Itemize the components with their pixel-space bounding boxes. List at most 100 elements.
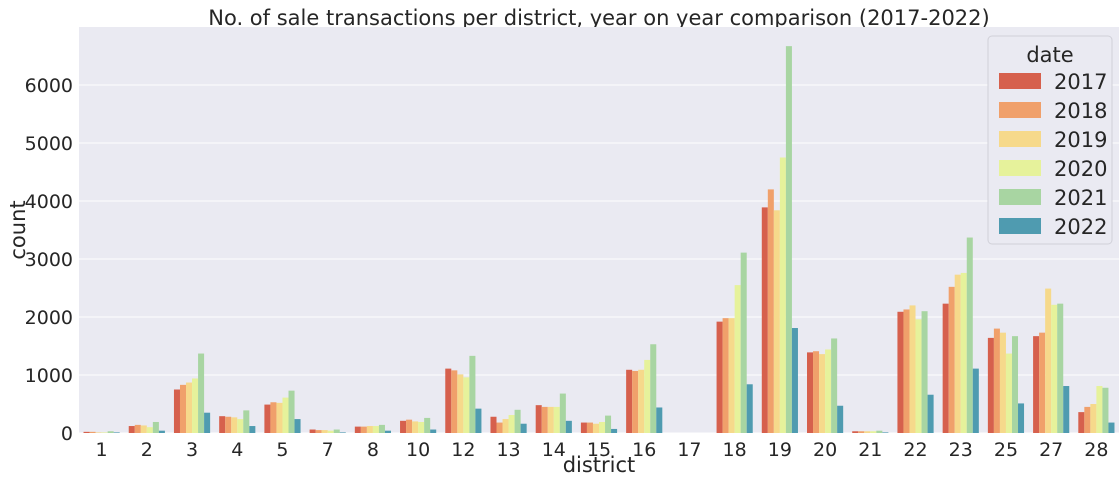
x-tick-label: 25	[994, 439, 1018, 461]
bar-2017-district-22	[897, 311, 904, 433]
bar-2019-district-12	[457, 374, 464, 433]
bar-2020-district-21	[870, 431, 877, 433]
bar-2017-district-15	[580, 422, 587, 433]
x-tick-label: 1	[96, 439, 108, 461]
bar-2018-district-16	[632, 370, 639, 433]
bar-2022-district-2	[158, 430, 165, 433]
bar-2019-district-19	[773, 210, 780, 433]
bar-2020-district-7	[327, 430, 334, 433]
bar-2020-district-28	[1096, 386, 1103, 433]
x-tick-label: 15	[587, 439, 611, 461]
x-tick-label: 16	[632, 439, 656, 461]
bar-2021-district-28	[1102, 387, 1109, 433]
legend-swatch-2021	[999, 189, 1041, 205]
bar-2019-district-8	[366, 426, 373, 433]
bar-2022-district-5	[294, 419, 301, 433]
legend-swatch-2017	[999, 73, 1041, 89]
bar-2020-district-19	[779, 157, 786, 433]
legend-swatch-2019	[999, 131, 1041, 147]
bar-2018-district-10	[406, 419, 413, 433]
x-tick-label: 8	[367, 439, 379, 461]
bar-2019-district-21	[864, 431, 871, 433]
bar-2018-district-19	[767, 189, 774, 433]
legend-swatch-2018	[999, 102, 1041, 118]
legend-label: 2018	[1054, 99, 1107, 123]
x-tick-label: 5	[276, 439, 288, 461]
bar-2020-district-20	[825, 349, 832, 433]
legend-label: 2019	[1054, 128, 1107, 152]
bar-2019-district-3	[186, 382, 193, 433]
x-tick-label: 28	[1084, 439, 1108, 461]
bar-2021-district-8	[378, 424, 385, 433]
bar-2020-district-22	[915, 319, 922, 433]
bar-2022-district-21	[882, 432, 889, 433]
x-tick-label: 21	[858, 439, 882, 461]
bar-2018-district-27	[1039, 332, 1046, 433]
legend-title: date	[1026, 43, 1073, 67]
bar-2017-district-14	[535, 405, 542, 433]
bar-2021-district-21	[876, 430, 883, 433]
bar-2019-district-22	[909, 305, 916, 433]
bar-2019-district-10	[412, 421, 419, 433]
bar-2019-district-2	[140, 425, 147, 433]
bar-2019-district-20	[819, 354, 826, 433]
bar-2020-district-27	[1051, 304, 1058, 433]
bar-2017-district-19	[761, 207, 768, 433]
x-tick-label: 10	[406, 439, 430, 461]
bar-2020-district-14	[553, 406, 560, 433]
bar-2022-district-19	[791, 328, 798, 433]
y-tick-label: 4000	[25, 191, 73, 213]
bar-2019-district-15	[592, 423, 599, 433]
bar-2017-district-8	[354, 426, 361, 433]
bar-2019-district-13	[502, 419, 509, 433]
bar-2017-district-13	[490, 416, 497, 433]
bar-2022-district-23	[972, 368, 979, 433]
x-axis-ticks: 1 2 3 4 5 7 8 10 12 13 14 15 16 17 18 19 20 21 22 23 25 27 28	[96, 439, 1109, 461]
bar-2021-district-10	[424, 417, 431, 433]
y-tick-label: 3000	[25, 249, 73, 271]
bar-2018-district-20	[813, 351, 820, 433]
x-tick-label: 17	[677, 439, 701, 461]
x-tick-label: 22	[903, 439, 927, 461]
bar-2021-district-27	[1057, 303, 1064, 433]
y-tick-label: 2000	[25, 307, 73, 329]
bar-2020-district-1	[101, 432, 108, 433]
bar-2018-district-3	[179, 384, 187, 433]
bar-2018-district-22	[903, 309, 910, 433]
bar-2021-district-7	[333, 429, 340, 433]
x-tick-label: 4	[231, 439, 243, 461]
bar-2022-district-27	[1063, 386, 1070, 433]
bar-2020-district-4	[237, 419, 244, 433]
bar-2021-district-3	[198, 353, 205, 433]
x-tick-label: 19	[768, 439, 792, 461]
bar-2019-district-23	[954, 274, 961, 433]
bar-2017-district-23	[942, 303, 949, 433]
bar-2017-district-7	[309, 429, 316, 433]
bar-2020-district-3	[192, 378, 199, 433]
bar-2020-district-25	[1005, 353, 1012, 433]
legend-swatch-2020	[999, 160, 1041, 176]
bar-2019-district-7	[321, 430, 328, 433]
bar-2018-district-2	[134, 424, 141, 433]
bar-2022-district-14	[565, 420, 572, 433]
x-tick-label: 14	[542, 439, 566, 461]
bar-2017-district-16	[626, 369, 633, 433]
bar-2020-district-2	[146, 427, 153, 433]
y-tick-label: 5000	[25, 133, 73, 155]
bar-2021-district-19	[785, 46, 792, 433]
bar-2018-district-15	[586, 422, 593, 433]
bar-2017-district-27	[1033, 336, 1040, 433]
legend: date 2017 2018 2019 2020 2021 2022	[987, 35, 1113, 245]
bar-2022-district-25	[1018, 403, 1025, 433]
bar-2020-district-8	[372, 426, 379, 433]
bar-2018-district-18	[722, 318, 729, 433]
bar-2018-district-1	[89, 431, 96, 433]
bar-2021-district-25	[1011, 336, 1019, 433]
bar-2020-district-15	[599, 421, 606, 433]
bar-2020-district-16	[644, 359, 651, 433]
bar-2022-district-20	[837, 405, 844, 433]
bar-2017-district-4	[219, 416, 226, 433]
x-tick-label: 20	[813, 439, 837, 461]
